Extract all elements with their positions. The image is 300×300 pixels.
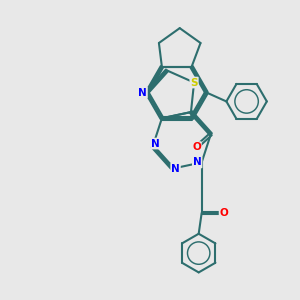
Text: N: N bbox=[171, 164, 180, 174]
Text: N: N bbox=[193, 158, 202, 167]
Text: O: O bbox=[220, 208, 228, 218]
Text: N: N bbox=[138, 88, 147, 98]
Text: N: N bbox=[151, 139, 160, 148]
Text: S: S bbox=[190, 77, 198, 88]
Text: O: O bbox=[192, 142, 201, 152]
